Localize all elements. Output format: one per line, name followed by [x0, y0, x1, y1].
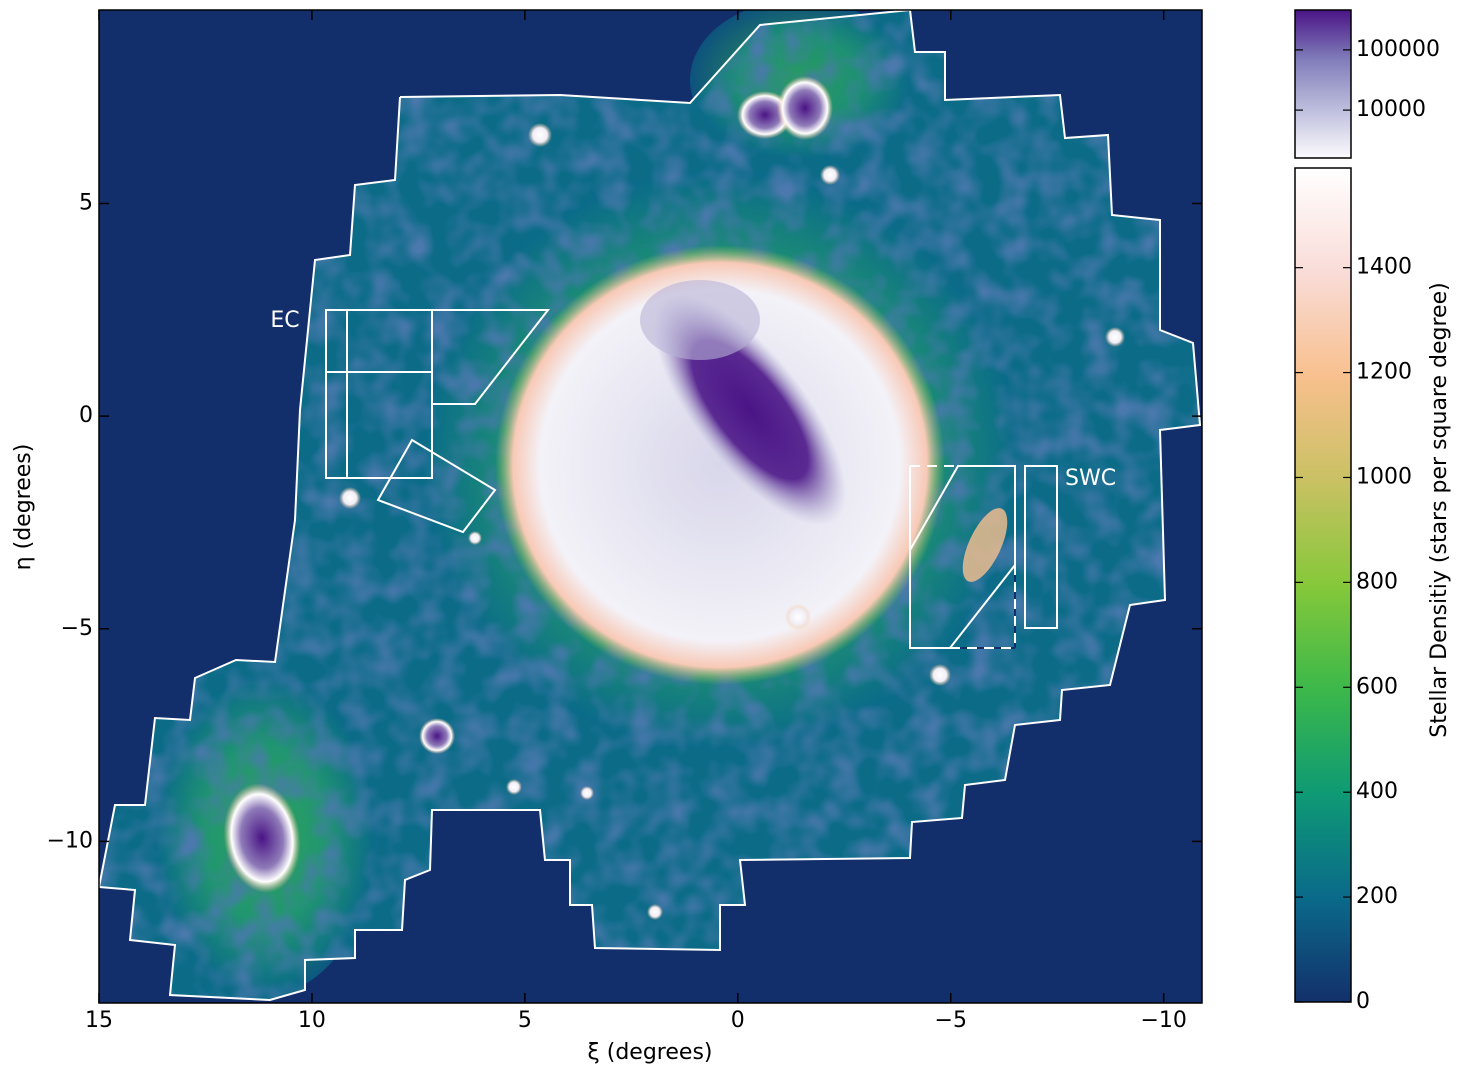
- x-tick-label: 5: [518, 1008, 532, 1033]
- regions: [97, 8, 1202, 1002]
- colorbar-tick-label: 600: [1356, 674, 1398, 699]
- colorbar-tick-label: 800: [1356, 569, 1398, 594]
- colorbar-tick-label: 100000: [1356, 37, 1440, 62]
- colorbar-tick-label: 0: [1356, 989, 1370, 1014]
- colorbar-tick-label: 1400: [1356, 255, 1412, 280]
- density-map: [99, 10, 1202, 1003]
- x-tick-label: 15: [85, 1008, 113, 1033]
- colorbar: [1294, 9, 1352, 159]
- x-tick-label: 0: [731, 1008, 745, 1033]
- annotation: EC: [270, 308, 299, 333]
- colorbar-tick-label: 200: [1356, 884, 1398, 909]
- annotation: SWC: [1065, 466, 1116, 491]
- colorbar-tick-label: 1000: [1356, 464, 1412, 489]
- y-axis-label: η (degrees): [11, 444, 36, 571]
- colorbar-tick-label: 400: [1356, 779, 1398, 804]
- colorbar: [1294, 167, 1352, 1003]
- colorbar-label: Stellar Densitiy (stars per square degre…: [1427, 282, 1452, 737]
- colorbar-tick-label: 10000: [1356, 97, 1426, 122]
- x-tick-label: −5: [935, 1008, 967, 1033]
- y-tick-label: 0: [79, 403, 93, 428]
- colorbar-tick-label: 1200: [1356, 360, 1412, 385]
- swc-box: [1024, 465, 1058, 629]
- survey-footprint: [97, 8, 1202, 1002]
- y-tick-label: −5: [61, 616, 93, 641]
- ec-box: [376, 438, 497, 534]
- y-tick-label: 5: [79, 190, 93, 215]
- x-tick-label: −10: [1140, 1008, 1186, 1033]
- y-tick-label: −10: [47, 828, 93, 853]
- plot-frame: [98, 9, 1203, 1004]
- x-tick-label: 10: [298, 1008, 326, 1033]
- x-axis-label: ξ (degrees): [588, 1040, 713, 1065]
